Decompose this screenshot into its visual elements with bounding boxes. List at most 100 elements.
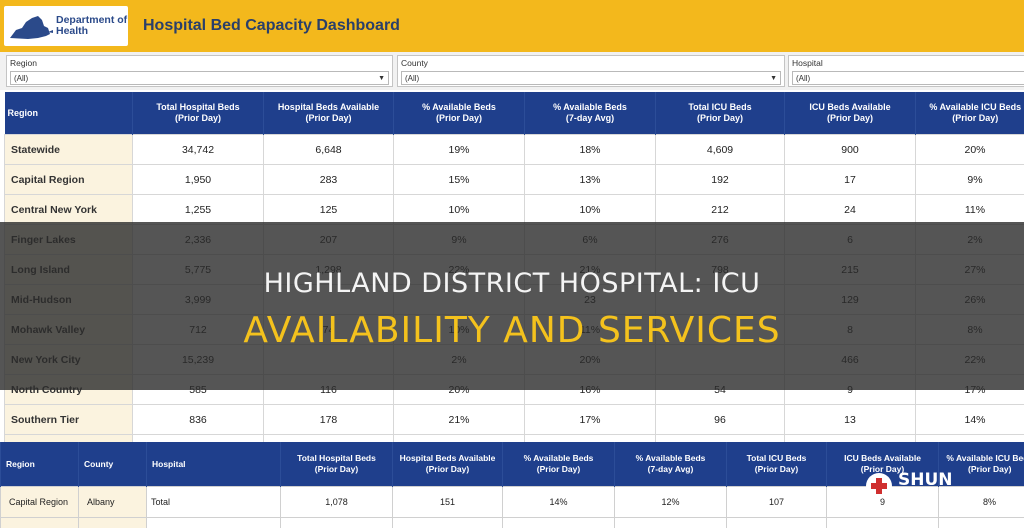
filter-bar: Region (All) ▼ County (All) ▼ Hospital (… <box>0 52 1024 90</box>
value-cell: 14% <box>916 405 1024 435</box>
county-cell: Albany <box>79 487 147 518</box>
value-cell: 10% <box>525 195 656 225</box>
table-row[interactable] <box>1 518 1024 528</box>
column-header[interactable]: % Available Beds (Prior Day) <box>394 92 525 135</box>
value-cell: 212 <box>656 195 785 225</box>
value-cell: 151 <box>393 487 503 518</box>
value-cell: 4,609 <box>656 135 785 165</box>
hospital-dropdown-value: (All) <box>796 74 810 83</box>
region-name-cell: Central New York <box>5 195 133 225</box>
shun-hospital-watermark: SHUN HOSPITAL <box>866 470 1016 504</box>
dashboard-header: Department of Health Hospital Bed Capaci… <box>0 0 1024 52</box>
county-dropdown[interactable]: (All) ▼ <box>401 71 781 85</box>
value-cell: 24 <box>785 195 916 225</box>
column-header[interactable]: Region <box>5 92 133 135</box>
value-cell: 13 <box>785 405 916 435</box>
value-cell: 17% <box>525 405 656 435</box>
value-cell: 18% <box>525 135 656 165</box>
county-dropdown-value: (All) <box>405 74 419 83</box>
value-cell: 15% <box>394 165 525 195</box>
value-cell: 9% <box>916 165 1024 195</box>
value-cell: 192 <box>656 165 785 195</box>
value-cell: 107 <box>727 487 827 518</box>
value-cell: 96 <box>656 405 785 435</box>
value-cell: 1,950 <box>133 165 264 195</box>
value-cell: 34,742 <box>133 135 264 165</box>
value-cell: 12% <box>615 487 727 518</box>
hospital-filter-label: Hospital <box>792 58 823 68</box>
column-header[interactable]: Total Hospital Beds (Prior Day) <box>281 442 393 487</box>
hospital-cell: Total <box>147 487 281 518</box>
chevron-down-icon: ▼ <box>770 72 777 86</box>
logo-department-text: Department of Health <box>56 15 128 37</box>
value-cell <box>615 518 727 528</box>
chevron-down-icon: ▼ <box>378 72 385 86</box>
table-row[interactable]: Central New York 1,255 125 10% 10% 212 24 11% <box>5 195 1024 225</box>
column-header[interactable]: Hospital <box>147 442 281 487</box>
table-header-row: Region Total Hospital Beds (Prior Day) Hosp… <box>5 92 1024 135</box>
column-header[interactable]: Region <box>1 442 79 487</box>
value-cell: 125 <box>264 195 394 225</box>
overlay-title: HIGHLAND DISTRICT HOSPITAL: ICU <box>0 268 1024 299</box>
article-title-overlay: HIGHLAND DISTRICT HOSPITAL: ICU AVAILABI… <box>0 222 1024 390</box>
value-cell: 10% <box>394 195 525 225</box>
county-filter: County (All) ▼ <box>397 55 785 87</box>
column-header[interactable]: Hospital Beds Available (Prior Day) <box>393 442 503 487</box>
column-header[interactable]: ICU Beds Available (Prior Day) <box>785 92 916 135</box>
new-york-state-icon <box>8 12 54 42</box>
value-cell <box>1 518 79 528</box>
region-dropdown-value: (All) <box>14 74 28 83</box>
region-name-cell: Statewide <box>5 135 133 165</box>
value-cell <box>827 518 939 528</box>
county-filter-label: County <box>401 58 428 68</box>
value-cell: 19% <box>394 135 525 165</box>
value-cell: 6,648 <box>264 135 394 165</box>
value-cell <box>393 518 503 528</box>
column-header[interactable]: % Available Beds (7-day Avg) <box>525 92 656 135</box>
hospital-cross-icon <box>866 473 892 499</box>
overlay-subtitle: AVAILABILITY AND SERVICES <box>0 310 1024 351</box>
value-cell <box>147 518 281 528</box>
watermark-sub: HOSPITAL <box>898 489 975 502</box>
value-cell: 21% <box>394 405 525 435</box>
value-cell: 178 <box>264 405 394 435</box>
nys-doh-logo: Department of Health <box>4 6 128 46</box>
column-header[interactable]: % Available Beds (7-day Avg) <box>615 442 727 487</box>
hospital-filter: Hospital (All) <box>788 55 1024 87</box>
region-filter-label: Region <box>10 58 37 68</box>
column-header[interactable]: Total Hospital Beds (Prior Day) <box>133 92 264 135</box>
table-row[interactable]: Southern Tier 836 178 21% 17% 96 13 14% <box>5 405 1024 435</box>
value-cell <box>727 518 827 528</box>
table-row[interactable]: Statewide 34,742 6,648 19% 18% 4,609 900 20% <box>5 135 1024 165</box>
region-filter: Region (All) ▼ <box>6 55 393 87</box>
column-header[interactable]: Total ICU Beds (Prior Day) <box>656 92 785 135</box>
hospital-dropdown[interactable]: (All) <box>792 71 1024 85</box>
value-cell: 1,078 <box>281 487 393 518</box>
region-dropdown[interactable]: (All) ▼ <box>10 71 389 85</box>
region-name-cell: Capital Region <box>5 165 133 195</box>
value-cell: 1,255 <box>133 195 264 225</box>
value-cell: 283 <box>264 165 394 195</box>
region-name-cell: Southern Tier <box>5 405 133 435</box>
value-cell <box>939 518 1024 528</box>
value-cell: 836 <box>133 405 264 435</box>
column-header[interactable]: % Available ICU Beds(Prior Day) <box>916 92 1024 135</box>
value-cell: 14% <box>503 487 615 518</box>
column-header[interactable]: Hospital Beds Available (Prior Day) <box>264 92 394 135</box>
value-cell: 17 <box>785 165 916 195</box>
value-cell: 900 <box>785 135 916 165</box>
value-cell <box>79 518 147 528</box>
watermark-name: SHUN <box>898 470 953 490</box>
value-cell: 13% <box>525 165 656 195</box>
page-title: Hospital Bed Capacity Dashboard <box>143 17 400 35</box>
value-cell: 11% <box>916 195 1024 225</box>
column-header[interactable]: % Available Beds (Prior Day) <box>503 442 615 487</box>
column-header[interactable]: Total ICU Beds (Prior Day) <box>727 442 827 487</box>
region-cell: Capital Region <box>1 487 79 518</box>
table-row[interactable]: Capital Region 1,950 283 15% 13% 192 17 9% <box>5 165 1024 195</box>
value-cell: 20% <box>916 135 1024 165</box>
value-cell <box>503 518 615 528</box>
value-cell <box>281 518 393 528</box>
column-header[interactable]: County <box>79 442 147 487</box>
